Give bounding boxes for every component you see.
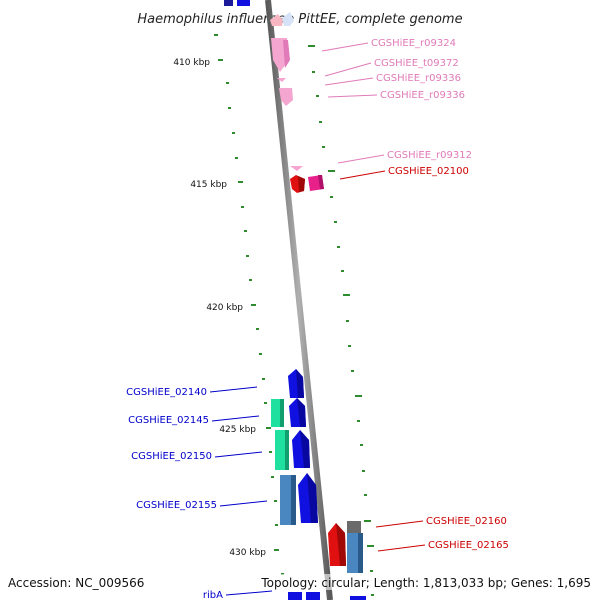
accession-text: Accession: NC_009566 <box>8 576 144 590</box>
gene-02165[interactable] <box>347 521 363 573</box>
gene-02100b <box>308 175 324 191</box>
inner-ticks <box>214 34 284 575</box>
gene-bottom <box>288 592 366 600</box>
label-r09312[interactable]: CGSHiEE_r09312 <box>337 150 472 164</box>
svg-text:CGSHiEE_02155: CGSHiEE_02155 <box>136 500 217 511</box>
svg-text:CGSHiEE_r09312: CGSHiEE_r09312 <box>387 150 472 161</box>
gene-02140[interactable] <box>288 369 304 398</box>
kbp-label-420: 420 kbp <box>206 303 243 313</box>
outer-ticks <box>308 45 374 596</box>
label-02150[interactable]: CGSHiEE_02150 <box>131 451 263 462</box>
gene-02155-blue[interactable] <box>298 473 318 523</box>
svg-text:CGSHiEE_02145: CGSHiEE_02145 <box>128 415 209 426</box>
label-riba[interactable]: ribA <box>203 590 273 600</box>
kbp-label-425: 425 kbp <box>219 425 256 435</box>
label-02100[interactable]: CGSHiEE_02100 <box>339 166 469 180</box>
gene-02150-blue[interactable] <box>292 430 310 468</box>
kbp-label-430: 430 kbp <box>229 548 266 558</box>
gene-top-blue <box>224 0 250 6</box>
label-02160[interactable]: CGSHiEE_02160 <box>375 516 507 528</box>
topology-text: Topology: circular; Length: 1,813,033 bp… <box>260 576 591 590</box>
label-r09336-b[interactable]: CGSHiEE_r09336 <box>327 90 465 101</box>
gene-02155-steel[interactable] <box>280 475 296 525</box>
gene-02145-teal[interactable] <box>271 399 284 427</box>
svg-text:CGSHiEE_02165: CGSHiEE_02165 <box>428 540 509 551</box>
svg-text:ribA: ribA <box>203 590 223 600</box>
label-02140[interactable]: CGSHiEE_02140 <box>126 386 258 398</box>
gene-02145-blue[interactable] <box>289 398 306 427</box>
label-02145[interactable]: CGSHiEE_02145 <box>128 415 260 426</box>
label-r09324[interactable]: CGSHiEE_r09324 <box>321 38 456 52</box>
svg-text:CGSHiEE_r09336: CGSHiEE_r09336 <box>380 90 465 101</box>
svg-text:CGSHiEE_r09324: CGSHiEE_r09324 <box>371 38 456 49</box>
kbp-label-410: 410 kbp <box>173 58 210 68</box>
svg-text:CGSHiEE_02160: CGSHiEE_02160 <box>426 516 507 527</box>
svg-text:CGSHiEE_02100: CGSHiEE_02100 <box>388 166 469 177</box>
label-02165[interactable]: CGSHiEE_02165 <box>377 540 509 552</box>
gene-02100 <box>290 175 305 193</box>
rna-features <box>270 12 303 171</box>
svg-text:CGSHiEE_r09336: CGSHiEE_r09336 <box>376 73 461 84</box>
label-02155[interactable]: CGSHiEE_02155 <box>136 500 268 511</box>
kbp-label-415: 415 kbp <box>190 180 227 190</box>
genome-backbone <box>265 0 333 600</box>
map-title: Haemophilus influenzae PittEE, complete … <box>137 12 462 27</box>
gene-02150-teal[interactable] <box>275 430 289 470</box>
svg-text:CGSHiEE_t09372: CGSHiEE_t09372 <box>374 58 459 69</box>
label-r09336-a[interactable]: CGSHiEE_r09336 <box>324 73 461 86</box>
gene-02160[interactable] <box>328 523 346 566</box>
footer-topology-bg <box>262 574 592 590</box>
svg-text:CGSHiEE_02150: CGSHiEE_02150 <box>131 451 212 462</box>
label-t09372[interactable]: CGSHiEE_t09372 <box>324 58 459 77</box>
svg-text:CGSHiEE_02140: CGSHiEE_02140 <box>126 387 207 398</box>
